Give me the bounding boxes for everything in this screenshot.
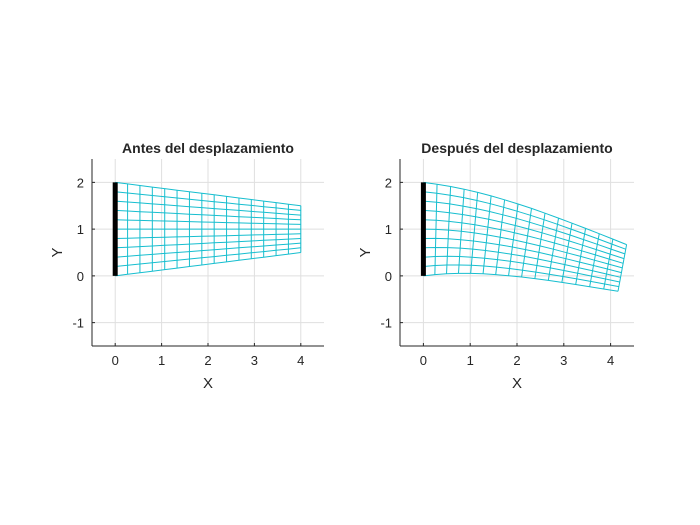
plot-before: 0 1 2 3 4 -1 0 1 2 Antes del desplazamiento X Y (49, 140, 324, 392)
mesh-column (575, 228, 587, 285)
y-tick-label: 1 (385, 222, 392, 237)
x-tick-label: 3 (251, 353, 258, 368)
mesh-column (457, 189, 465, 274)
mesh-row (115, 238, 301, 249)
mesh-row (115, 191, 301, 211)
y-tick-label: 0 (77, 269, 84, 284)
mesh-column (534, 213, 546, 279)
mesh-row (423, 219, 624, 264)
mesh-column (547, 218, 560, 281)
x-axis-label: X (203, 375, 213, 392)
y-tick-label: -1 (72, 316, 84, 331)
mesh-row (423, 246, 621, 278)
y-tick-label: 2 (385, 175, 392, 190)
plot-after: 0 1 2 3 4 -1 0 1 2 Después del desplazamiento X Y (357, 140, 634, 392)
x-tick-label: 2 (204, 353, 211, 368)
mesh-row (115, 252, 301, 277)
mesh-row (423, 209, 625, 260)
mesh-column (617, 244, 628, 292)
mesh-column (470, 192, 479, 274)
x-tick-label: 1 (467, 353, 474, 368)
mesh-row (423, 200, 626, 255)
x-tick-label: 0 (420, 353, 427, 368)
y-tick-label: -1 (380, 316, 392, 331)
mesh-row (423, 191, 626, 250)
mesh-column (561, 223, 573, 283)
y-tick-label: 2 (77, 175, 84, 190)
mesh-row (115, 233, 301, 239)
mesh-column (508, 203, 519, 276)
x-tick-label: 0 (112, 353, 119, 368)
x-tick-label: 3 (560, 353, 567, 368)
mesh-row (423, 264, 619, 288)
x-tick-label: 4 (297, 353, 304, 368)
plot-title: Después del desplazamiento (421, 140, 612, 156)
mesh-row (423, 228, 623, 269)
y-tick-label: 1 (77, 222, 84, 237)
mesh-row (423, 181, 627, 246)
y-tick-label: 0 (385, 269, 392, 284)
mesh-column (446, 186, 452, 274)
mesh-row (115, 247, 301, 267)
mesh-column (434, 184, 438, 275)
mesh-column (589, 233, 600, 287)
x-tick-label: 2 (513, 353, 520, 368)
x-tick-label: 4 (607, 353, 614, 368)
mesh-row (115, 209, 301, 221)
mesh-column (495, 199, 506, 275)
y-axis-label: Y (49, 247, 66, 257)
mesh-row (115, 200, 301, 216)
x-axis-label: X (512, 375, 522, 392)
mesh-row (115, 181, 301, 207)
mesh-row (423, 237, 622, 274)
mesh-row (423, 272, 619, 292)
y-axis-label: Y (357, 247, 374, 257)
mesh-row (115, 219, 301, 225)
mesh-row (115, 242, 301, 258)
x-tick-label: 1 (158, 353, 165, 368)
mesh-column (603, 239, 614, 290)
mesh-column (482, 195, 492, 274)
plot-title: Antes del desplazamiento (122, 140, 294, 156)
mesh-column (521, 208, 533, 278)
mesh-row (423, 255, 620, 283)
